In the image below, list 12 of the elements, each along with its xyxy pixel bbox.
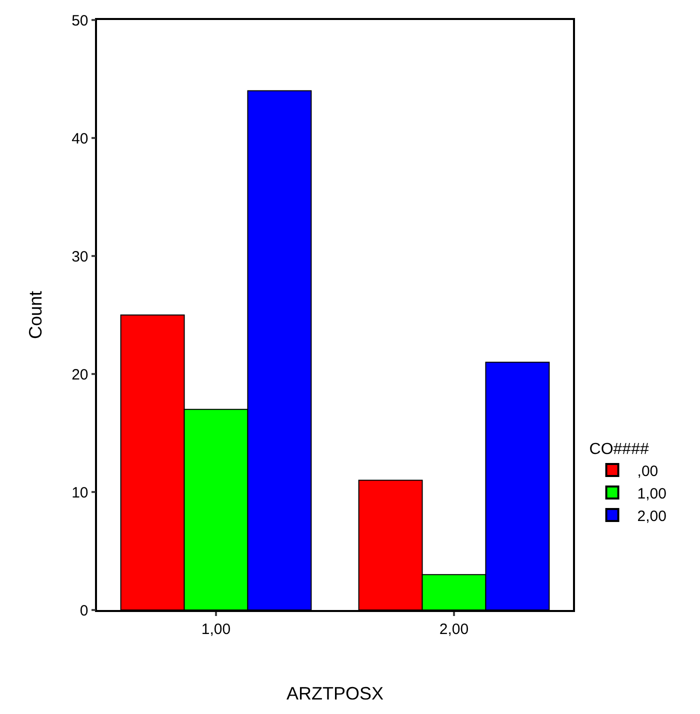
y-tick-label: 0 [80, 602, 88, 620]
legend-title: CO#### [589, 440, 649, 458]
x-axis-title: ARZTPOSX [286, 683, 384, 704]
y-axis-title: Count [25, 290, 46, 340]
y-tick-label: 20 [72, 366, 88, 384]
legend-label: 2,00 [637, 508, 666, 525]
y-tick-label: 40 [72, 130, 88, 148]
legend-label: 1,00 [637, 485, 666, 502]
y-tick-label: 10 [72, 484, 88, 502]
y-tick-label: 50 [72, 12, 88, 30]
y-tick-label: 30 [72, 248, 88, 266]
legend-label: ,00 [637, 462, 658, 480]
